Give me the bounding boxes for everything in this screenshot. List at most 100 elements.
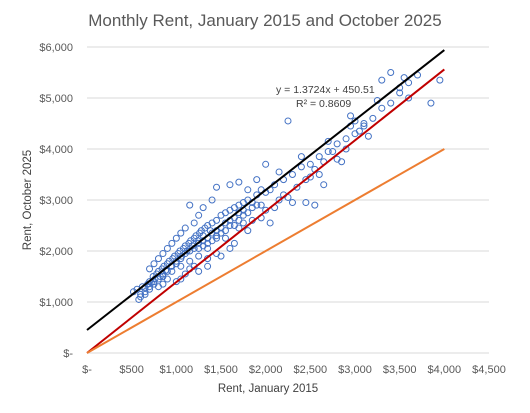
data-point: [221, 234, 229, 242]
data-point: [177, 229, 185, 237]
data-point: [195, 267, 203, 275]
data-point: [159, 250, 167, 258]
data-point: [311, 201, 319, 209]
r-squared: R² = 0.8609: [296, 98, 351, 110]
data-point: [364, 132, 372, 140]
regression-equation: y = 1.3724x + 450.51: [276, 84, 375, 96]
data-point: [293, 183, 301, 191]
data-point: [306, 160, 314, 168]
data-point: [163, 244, 171, 252]
data-point: [208, 237, 216, 245]
data-point: [230, 239, 238, 247]
data-point: [257, 201, 265, 209]
data-point: [378, 76, 386, 84]
data-point: [146, 285, 154, 293]
data-point: [235, 224, 243, 232]
orange-line-line: [86, 148, 445, 354]
data-point: [248, 204, 256, 212]
red-line-line: [86, 68, 445, 354]
data-point: [195, 252, 203, 260]
data-point: [387, 99, 395, 107]
data-point: [297, 163, 305, 171]
data-point: [315, 153, 323, 161]
data-point: [135, 295, 143, 303]
data-point: [324, 137, 332, 145]
data-point: [302, 199, 310, 207]
data-point: [369, 114, 377, 122]
data-point: [141, 290, 149, 298]
data-point: [253, 176, 261, 184]
x-tick-label: $3,000: [338, 364, 372, 376]
data-point: [213, 216, 221, 224]
x-axis-tick-labels: $- $500 $1,000 $1,500 $2,000 $2,500 $3,000 $3,5…: [82, 364, 506, 376]
x-axis-title: Rent, January 2015: [218, 383, 318, 395]
data-point: [387, 69, 395, 76]
data-point: [275, 196, 283, 204]
x-tick-label: $4,000: [428, 364, 462, 376]
y-tick-label: $6,000: [39, 42, 73, 54]
data-point: [342, 135, 350, 143]
data-point: [360, 122, 368, 130]
data-point: [186, 201, 194, 209]
x-tick-label: $1,000: [160, 364, 194, 376]
data-point: [181, 270, 189, 278]
data-point: [244, 227, 252, 235]
data-point: [195, 211, 203, 219]
data-point: [226, 181, 234, 189]
data-point: [405, 79, 413, 87]
data-point: [190, 219, 198, 227]
data-point: [360, 120, 368, 127]
data-point: [154, 283, 162, 291]
x-tick-label: $-: [82, 364, 92, 376]
data-point: [181, 250, 189, 258]
data-point: [284, 117, 292, 125]
data-point: [396, 89, 404, 97]
trend-lines: [86, 49, 445, 354]
data-point: [186, 257, 194, 265]
data-point: [297, 153, 305, 161]
x-tick-label: $500: [119, 364, 143, 376]
data-point: [204, 262, 212, 270]
data-point: [163, 275, 171, 283]
data-point: [315, 171, 323, 178]
data-point: [199, 204, 207, 212]
data-point: [213, 183, 221, 191]
data-point: [288, 199, 296, 207]
data-point: [333, 155, 341, 163]
y-tick-label: $3,000: [39, 195, 73, 207]
data-point: [355, 127, 363, 135]
data-point: [168, 267, 176, 275]
data-point: [168, 239, 176, 247]
data-point: [405, 94, 413, 102]
data-point: [351, 117, 359, 125]
data-point: [333, 140, 341, 148]
data-point: [262, 160, 270, 168]
data-points: [129, 69, 444, 303]
data-point: [262, 206, 270, 214]
y-axis-title: Rent, October 2025: [22, 150, 34, 250]
x-tick-label: $4,500: [472, 364, 506, 376]
chart-title: Monthly Rent, January 2015 and October 2…: [88, 11, 441, 30]
data-point: [172, 234, 180, 242]
data-point: [244, 186, 252, 194]
data-point: [275, 168, 283, 176]
y-tick-label: $2,000: [39, 246, 73, 258]
data-point: [235, 178, 243, 186]
data-point: [172, 278, 180, 286]
x-tick-label: $2,000: [249, 364, 283, 376]
data-point: [226, 244, 234, 252]
y-tick-label: $5,000: [39, 93, 73, 105]
data-point: [208, 196, 216, 204]
data-point: [181, 224, 189, 232]
data-point: [146, 265, 154, 273]
data-point: [378, 104, 386, 112]
y-tick-label: $4,000: [39, 144, 73, 156]
data-point: [329, 148, 337, 156]
data-point: [239, 219, 247, 227]
data-point: [436, 76, 444, 84]
data-point: [427, 99, 435, 107]
y-axis-tick-labels: $- $1,000 $2,000 $3,000 $4,000 $5,000 $6,000: [39, 42, 73, 360]
data-point: [288, 171, 296, 178]
data-point: [154, 255, 162, 263]
